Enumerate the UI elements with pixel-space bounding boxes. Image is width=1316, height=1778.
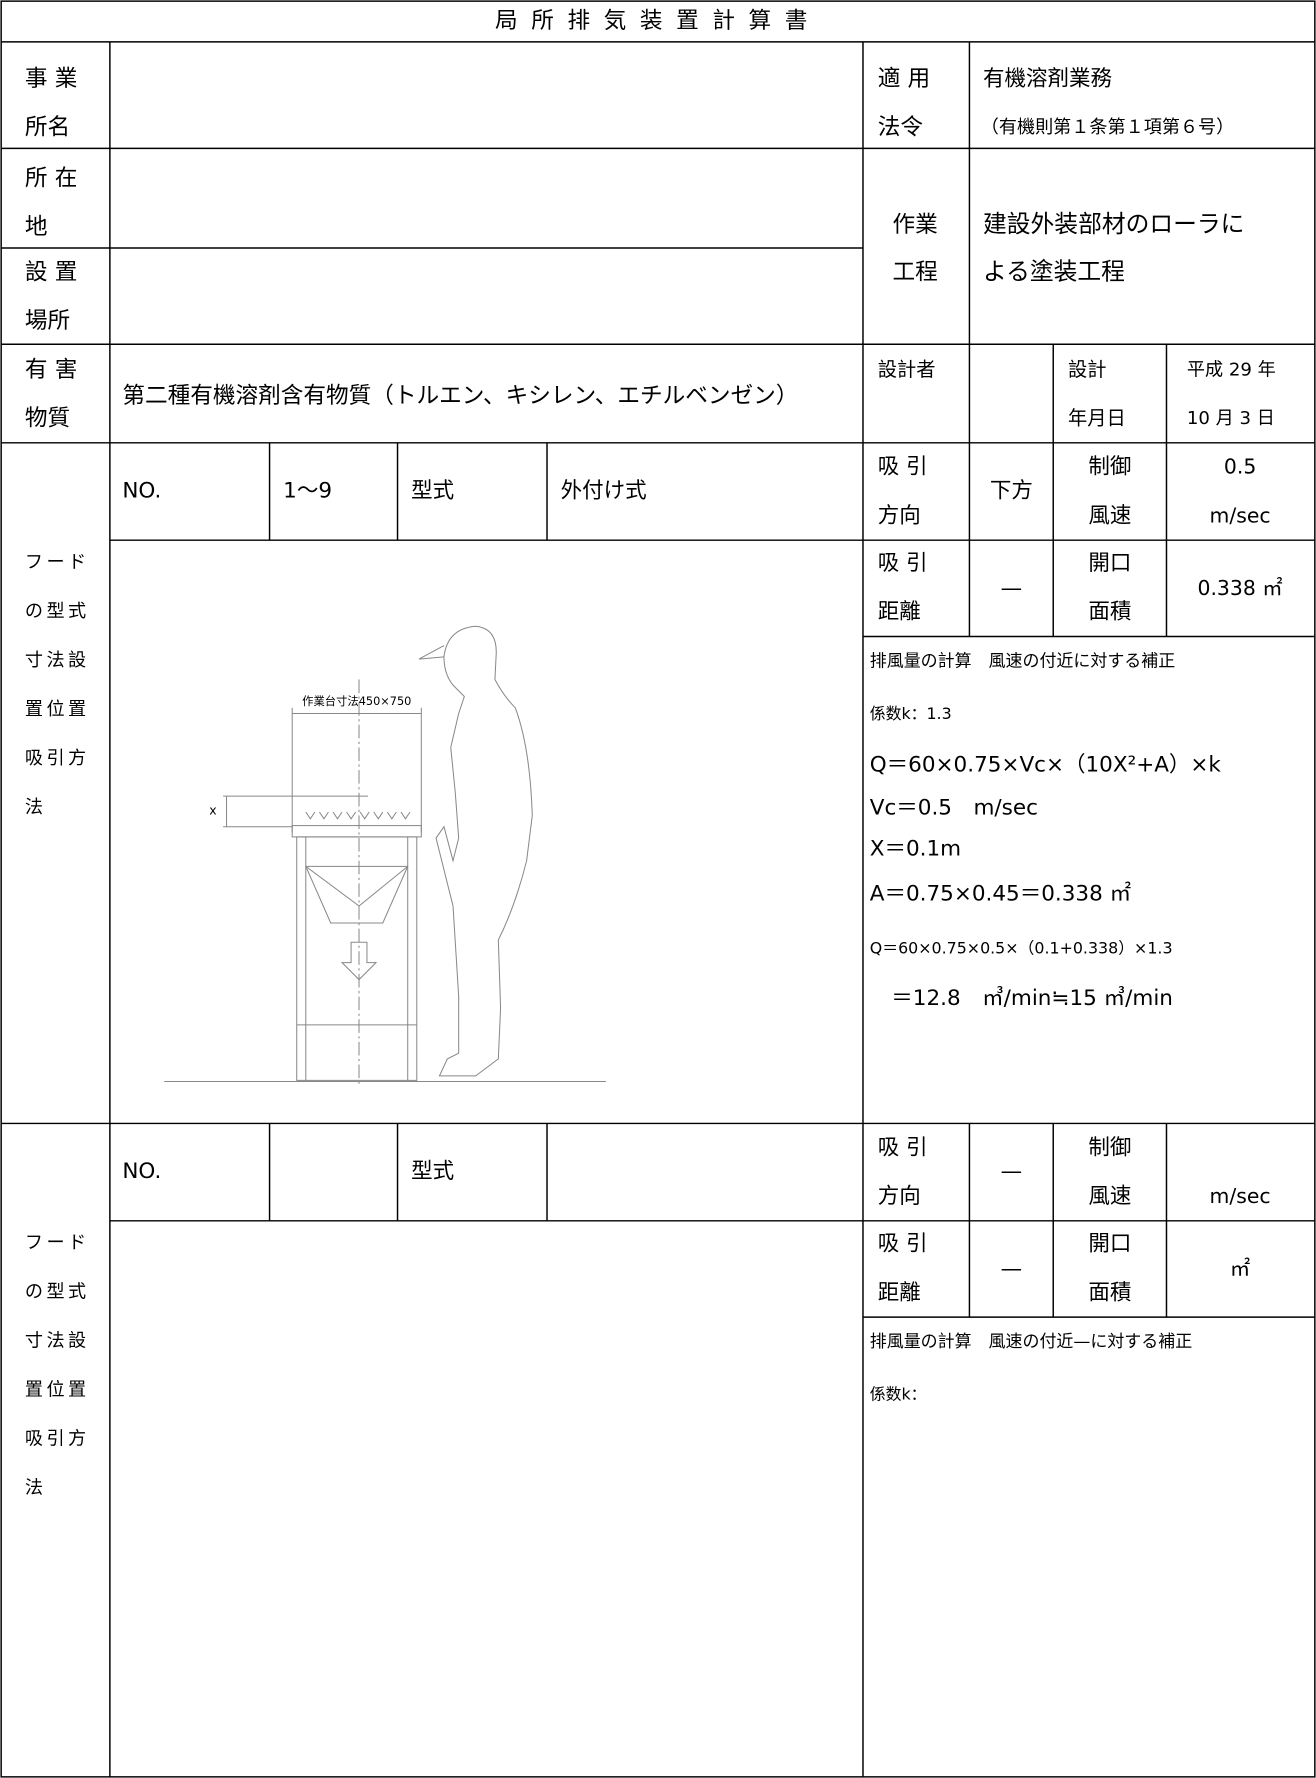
label: 物質 [25, 406, 70, 432]
cell-text: m/sec [1210, 1184, 1271, 1208]
label: の型式 [25, 1282, 90, 1303]
cell-text: ㎡ [1230, 1257, 1250, 1281]
label: 方向 [878, 503, 921, 528]
label: 置位置 [25, 1380, 90, 1401]
cell-text: 1～9 [283, 478, 332, 503]
cell-text: 10 月 3 日 [1187, 408, 1275, 429]
label: 事 業 [25, 66, 77, 92]
cell-text: — [1001, 1159, 1022, 1184]
label: 吸引方 [25, 1429, 90, 1450]
label: 距離 [878, 600, 921, 625]
label: 年月日 [1068, 407, 1126, 430]
label: 有 害 [25, 357, 77, 383]
label: 寸法設 [25, 650, 90, 671]
label: 吸引方 [25, 748, 90, 769]
cell-text: NO. [122, 1159, 161, 1184]
label: 制御 [1088, 1135, 1131, 1160]
label: 設 置 [25, 259, 77, 285]
calc-line: 係数k：1.3 [870, 704, 952, 723]
calc-line: 排風量の計算 風速の付近に対する補正 [870, 651, 1175, 671]
title: 局所排気装置計算書 [495, 8, 821, 34]
label: 距離 [878, 1280, 921, 1305]
cell-text: 平成 29 年 [1187, 359, 1276, 380]
label: フード [25, 1232, 90, 1253]
label: 地 [25, 214, 48, 240]
label: 吸 引 [878, 1232, 928, 1257]
calc-line: ＝12.8 ㎥/min≒15 ㎥/min [870, 985, 1173, 1011]
label: 風速 [1088, 503, 1131, 528]
label: 寸法設 [25, 1331, 90, 1352]
cell-text: 型式 [411, 1159, 454, 1184]
calc-line: Q＝60×0.75×0.5×（0.1+0.338）×1.3 [870, 939, 1173, 958]
label: の型式 [25, 601, 90, 622]
label: 風速 [1088, 1184, 1131, 1209]
label: 法令 [878, 114, 924, 140]
label: 作業 [892, 212, 937, 238]
label: 法 [25, 797, 47, 818]
label: 面積 [1088, 600, 1131, 625]
cell-text: 建設外装部材のローラに [983, 210, 1244, 238]
label: 方向 [878, 1184, 921, 1209]
label: 設計 [1068, 358, 1107, 381]
hood-illustration [164, 625, 606, 1088]
calc-line: 排風量の計算 風速の付近—に対する補正 [870, 1332, 1192, 1352]
label: 置位置 [25, 699, 90, 720]
label: 法 [25, 1478, 47, 1499]
cell-text: — [1001, 576, 1022, 601]
label: 制御 [1088, 455, 1131, 480]
cell-text: （有機則第１条第１項第６号） [981, 117, 1235, 138]
label: 場所 [25, 308, 70, 334]
label: 適 用 [878, 66, 930, 92]
label: 開口 [1088, 1232, 1131, 1257]
cell-text: 下方 [990, 478, 1033, 503]
label: 面積 [1088, 1280, 1131, 1305]
label: 工程 [892, 259, 937, 285]
label: 吸 引 [878, 551, 928, 576]
cell-text: m/sec [1210, 503, 1271, 527]
label: 吸 引 [878, 455, 928, 480]
cell-text: 型式 [411, 478, 454, 503]
cell-text: 0.5 [1224, 455, 1256, 479]
cell-text: 0.338 ㎡ [1198, 576, 1283, 600]
cell-text: — [1001, 1257, 1022, 1282]
cell-text: よる塗装工程 [983, 257, 1125, 285]
calc-line: Vc＝0.5 m/sec [870, 796, 1038, 821]
drawing-label: x [209, 802, 216, 817]
calc-line: X＝0.1m [870, 836, 961, 861]
cell-text: 有機溶剤業務 [983, 66, 1113, 91]
label: 開口 [1088, 551, 1131, 576]
drawing-label: 作業台寸法450×750 [302, 694, 411, 708]
label: 吸 引 [878, 1135, 928, 1160]
cell-text: 外付け式 [561, 478, 647, 503]
label: 設計者 [878, 358, 936, 381]
calc-line: 係数k： [870, 1385, 927, 1404]
label: 所名 [25, 114, 70, 140]
cell-text: NO. [122, 478, 161, 503]
cell-text: 第二種有機溶剤含有物質（トルエン、キシレン、エチルベンゼン） [122, 383, 798, 409]
label: フード [25, 552, 90, 573]
calc-line: Q＝60×0.75×Vc×（10X²+A）×k [870, 753, 1222, 778]
calc-line: A＝0.75×0.45＝0.338 ㎡ [870, 881, 1131, 907]
label: 所 在 [25, 165, 77, 191]
